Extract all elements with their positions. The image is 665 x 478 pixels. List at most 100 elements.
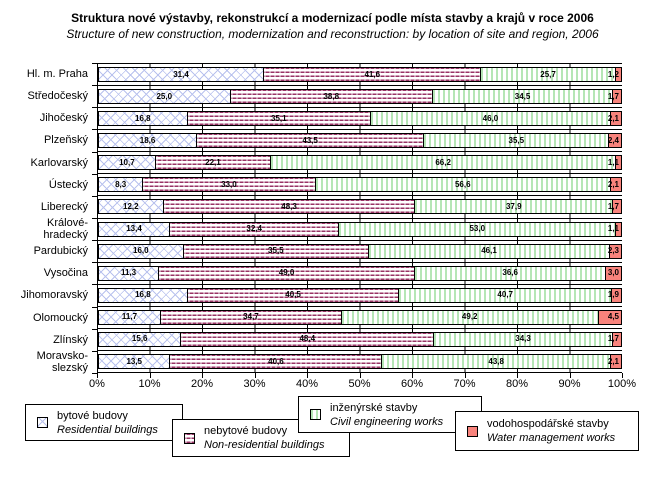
bar-segment-residential: 16,0 [99, 244, 183, 258]
stacked-bar-Ústecký: 8,3 33,0 56,6 2,1 [98, 177, 622, 193]
x-axis-label: 100% [607, 378, 637, 390]
segment-value-label: 49,0 [278, 268, 295, 278]
segment-value-label: 53,0 [469, 224, 486, 234]
x-axis-tick [254, 373, 256, 378]
bar-row: 13,5 40,6 43,8 2,1 [98, 350, 622, 372]
segment-value-label: 36,6 [502, 268, 518, 278]
category-label-Vysočina: Vysočina [0, 262, 92, 284]
bar-row: 13,4 32,4 53,0 1,1 [98, 217, 622, 240]
x-axis-tick [202, 373, 203, 378]
category-label-Pardubický: Pardubický [0, 240, 92, 262]
y-axis-tick [92, 63, 97, 64]
legend-text-civil: inženýrské stavby Civil engineering work… [330, 401, 443, 429]
x-axis-label: 10% [138, 378, 161, 390]
stacked-bar-Karlovarský: 10,7 22,1 66,2 1,1 [98, 155, 622, 171]
bar-row: 25,0 38,8 34,5 1,7 [98, 85, 622, 107]
segment-value-label: 10,7 [119, 157, 135, 167]
bar-segment-water [612, 200, 621, 214]
category-label-line: Jihomoravský [20, 289, 88, 302]
bar-segment-water [615, 156, 621, 170]
bar-segment-water [615, 222, 621, 236]
legend-box-water: vodohospodářské stavby Water management … [455, 411, 639, 451]
bar-segment-nonresidential: 22,1 [154, 156, 271, 170]
segment-value-label: 3,0 [607, 268, 619, 278]
x-axis-label: 70% [453, 378, 476, 390]
segment-value-label: 38,8 [323, 91, 340, 101]
y-axis-tick [92, 328, 97, 330]
bar-segment-residential: 18,6 [99, 134, 197, 148]
category-label-Královéhradecký: Králové-hradecký [0, 217, 92, 242]
segment-value-label: 40,7 [497, 290, 513, 300]
bar-segment-nonresidential: 48,3 [162, 200, 415, 214]
bar-segment-civil: 37,9 [414, 200, 613, 214]
bar-segment-residential: 11,7 [99, 310, 160, 324]
x-axis-label: 0% [89, 378, 105, 390]
segment-value-label: 1,7 [607, 91, 619, 101]
segment-value-label: 35,1 [271, 113, 287, 123]
y-axis-tick [92, 173, 97, 175]
bar-segment-nonresidential: 48,4 [180, 332, 434, 346]
segment-value-label: 2,3 [607, 246, 619, 256]
legend-text-residential: bytové budovy Residential buildings [57, 409, 158, 437]
category-label-Hl. m. Praha: Hl. m. Praha [0, 63, 92, 85]
category-label-line: Olomoucký [32, 311, 88, 324]
legend-text-nonresidential: nebytové budovy Non-residential building… [204, 424, 324, 452]
bar-segment-civil: 36,6 [414, 266, 606, 280]
bar-segment-water [614, 68, 621, 81]
legend-box-residential: bytové budovy Residential buildings [25, 404, 183, 441]
stacked-bar-Hl. m. Praha: 31,4 41,6 25,7 1,2 [98, 67, 622, 82]
category-label-line: Plzeňský [43, 134, 88, 147]
chart-title: Struktura nové výstavby, rekonstrukcí a … [71, 11, 594, 25]
bar-segment-civil: 34,5 [432, 90, 613, 104]
x-axis-tick [464, 373, 466, 378]
segment-value-label: 48,4 [299, 334, 316, 344]
segment-value-label: 16,0 [133, 246, 149, 256]
segment-value-label: 4,5 [607, 312, 619, 322]
stacked-bar-Pardubický: 16,0 35,5 46,1 2,3 [98, 243, 622, 259]
bar-segment-residential: 11,3 [99, 266, 159, 280]
bar-segment-civil: 40,7 [398, 288, 612, 302]
bar-segment-water [608, 134, 621, 148]
stacked-bar-Středočeský: 25,0 38,8 34,5 1,7 [98, 89, 622, 105]
y-axis-tick [92, 262, 97, 264]
segment-value-label: 56,6 [454, 179, 471, 189]
stacked-bar-Vysočina: 11,3 49,0 36,6 3,0 [98, 265, 622, 281]
nonresidential-swatch-icon [184, 432, 195, 444]
bar-segment-civil: 35,5 [423, 134, 609, 148]
x-axis-label: 90% [558, 378, 581, 390]
stacked-bar-Plzeňský: 18,6 43,5 35,5 2,4 [98, 133, 622, 149]
segment-value-label: 2,1 [607, 179, 619, 189]
x-axis-tick [569, 373, 571, 378]
legend-label-en: Civil engineering works [330, 415, 444, 428]
category-label-Ústecký: Ústecký [0, 174, 92, 196]
segment-value-label: 16,8 [135, 113, 151, 123]
bar-segment-residential: 8,3 [99, 178, 143, 192]
segment-value-label: 25,0 [156, 91, 173, 101]
segment-value-label: 13,5 [126, 356, 143, 366]
segment-value-label: 49,2 [461, 312, 478, 322]
bar-segment-civil: 53,0 [338, 222, 616, 236]
x-axis-label: 60% [400, 378, 424, 390]
segment-value-label: 1,2 [607, 69, 619, 79]
category-label-line: Vysočina [43, 267, 88, 280]
x-axis-tick [622, 373, 623, 378]
category-label-line: Karlovarský [30, 156, 88, 169]
bar-segment-civil: 34,3 [433, 332, 613, 346]
y-axis-tick [92, 151, 97, 153]
segment-value-label: 1,9 [607, 290, 619, 300]
segment-value-label: 34,7 [243, 312, 259, 322]
category-label-line: hradecký [43, 229, 88, 242]
bar-segment-water [612, 90, 621, 104]
segment-value-label: 46,0 [482, 113, 499, 123]
category-label-line: Moravsko- [36, 349, 88, 362]
legend-label-cs: nebytové budovy [204, 425, 288, 437]
bar-segment-residential: 31,4 [99, 68, 264, 81]
stacked-bar-Liberecký: 12,2 48,3 37,9 1,7 [98, 199, 622, 215]
segment-value-label: 18,6 [139, 135, 156, 145]
category-label-Liberecký: Liberecký [0, 196, 92, 218]
segment-value-label: 41,6 [364, 69, 381, 79]
segment-value-label: 33,0 [221, 179, 237, 189]
bar-row: 16,8 35,1 46,0 2,1 [98, 107, 622, 129]
legend-label-cs: inženýrské stavby [330, 401, 418, 414]
